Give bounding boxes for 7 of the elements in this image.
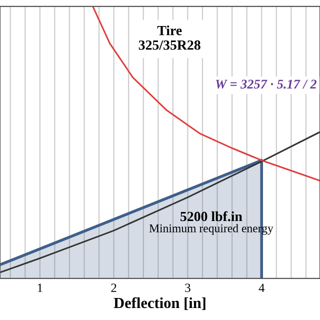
annotation: Tire 325/35R28 xyxy=(138,25,200,50)
x-tick-label: 2 xyxy=(111,284,116,292)
annotation: W = 3257 · 5.17 / 2 xyxy=(216,80,316,89)
x-tick-label: 3 xyxy=(185,284,190,292)
x-tick-label: 4 xyxy=(258,284,265,292)
x-axis-title: Deflection [in] xyxy=(114,297,206,310)
x-tick-label: 1 xyxy=(38,284,42,292)
